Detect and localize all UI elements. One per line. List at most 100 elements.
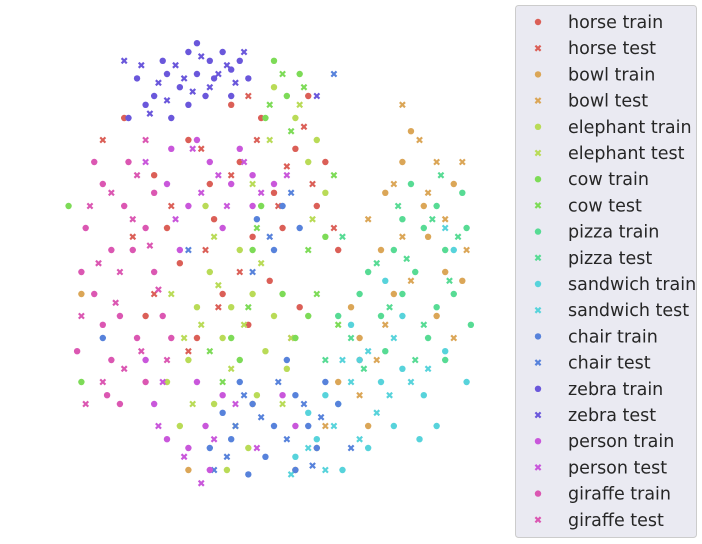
data-point <box>253 224 261 232</box>
data-point <box>150 172 158 179</box>
data-point <box>228 66 235 73</box>
data-point <box>185 356 192 364</box>
data-point <box>382 348 389 355</box>
data-point <box>253 444 261 452</box>
data-point <box>356 435 363 443</box>
data-point <box>377 246 385 254</box>
data-point <box>197 145 205 153</box>
data-point <box>249 202 256 210</box>
data-point <box>330 171 338 179</box>
data-point <box>91 290 98 298</box>
data-point <box>189 145 197 153</box>
data-point <box>197 479 205 487</box>
legend-marker <box>534 490 542 497</box>
data-point <box>266 136 274 144</box>
series-giraffe-train <box>73 158 175 408</box>
data-point <box>322 158 329 166</box>
legend-marker <box>534 516 542 524</box>
data-point <box>467 321 475 328</box>
data-point <box>442 348 449 355</box>
data-point <box>287 471 295 478</box>
data-point <box>249 180 256 188</box>
data-point <box>322 189 329 196</box>
data-point <box>305 422 312 430</box>
data-point <box>133 75 141 82</box>
data-point <box>236 246 243 254</box>
data-point <box>279 392 286 399</box>
legend-marker <box>534 202 542 209</box>
data-point <box>214 70 222 78</box>
legend-label: chair train <box>568 327 658 347</box>
data-point <box>399 365 406 372</box>
data-point <box>172 61 179 69</box>
data-point <box>309 215 316 223</box>
data-point <box>322 392 329 399</box>
data-point <box>228 334 235 342</box>
data-point <box>142 101 149 109</box>
data-point <box>377 312 385 320</box>
data-point <box>133 171 141 179</box>
data-point <box>176 84 184 91</box>
data-point <box>227 171 235 179</box>
data-point <box>219 290 226 298</box>
data-point <box>364 422 372 430</box>
data-point <box>339 466 346 474</box>
data-point <box>292 466 299 474</box>
data-point <box>360 365 368 373</box>
data-point <box>292 145 299 152</box>
data-point <box>270 312 278 320</box>
data-point <box>304 444 312 452</box>
data-point <box>305 158 312 166</box>
data-point <box>347 444 355 452</box>
data-point <box>73 348 81 355</box>
data-point <box>65 202 72 210</box>
data-point <box>206 180 213 188</box>
data-point <box>399 216 406 223</box>
legend-marker <box>534 464 542 471</box>
legend-label: elephant train <box>568 118 692 138</box>
data-point <box>210 75 218 82</box>
data-point <box>394 202 402 210</box>
data-point <box>232 400 239 408</box>
data-point <box>364 347 372 355</box>
data-point <box>228 92 235 100</box>
data-point <box>236 356 243 364</box>
data-point <box>364 215 372 223</box>
legend-item-cow-test: cow test <box>534 196 642 216</box>
data-point <box>223 61 231 69</box>
data-point <box>253 216 261 223</box>
data-point <box>219 409 226 416</box>
data-point <box>283 171 291 179</box>
data-point <box>283 92 291 100</box>
legend-item-chair-train: chair train <box>534 327 658 347</box>
data-point <box>459 277 466 284</box>
data-point <box>433 202 440 210</box>
data-point <box>176 246 184 254</box>
data-point <box>163 70 171 78</box>
data-point <box>442 246 449 254</box>
data-point <box>185 347 192 355</box>
data-point <box>356 391 363 399</box>
data-point <box>330 224 338 232</box>
legend-marker <box>534 385 542 392</box>
legend-marker <box>534 44 542 52</box>
data-point <box>240 321 248 329</box>
data-point <box>407 277 415 285</box>
data-point <box>172 215 179 223</box>
data-point <box>335 400 342 408</box>
data-point <box>185 48 192 56</box>
data-point <box>270 84 278 91</box>
data-point <box>292 114 299 122</box>
data-point <box>381 321 389 329</box>
data-point <box>120 57 128 65</box>
data-point <box>382 189 389 196</box>
data-point <box>390 422 398 430</box>
data-point <box>168 334 175 342</box>
data-point <box>459 189 466 196</box>
data-point <box>219 334 226 342</box>
data-point <box>99 180 107 188</box>
data-point <box>244 303 252 311</box>
data-point <box>287 127 295 135</box>
data-point <box>283 356 291 364</box>
data-point <box>245 75 252 82</box>
